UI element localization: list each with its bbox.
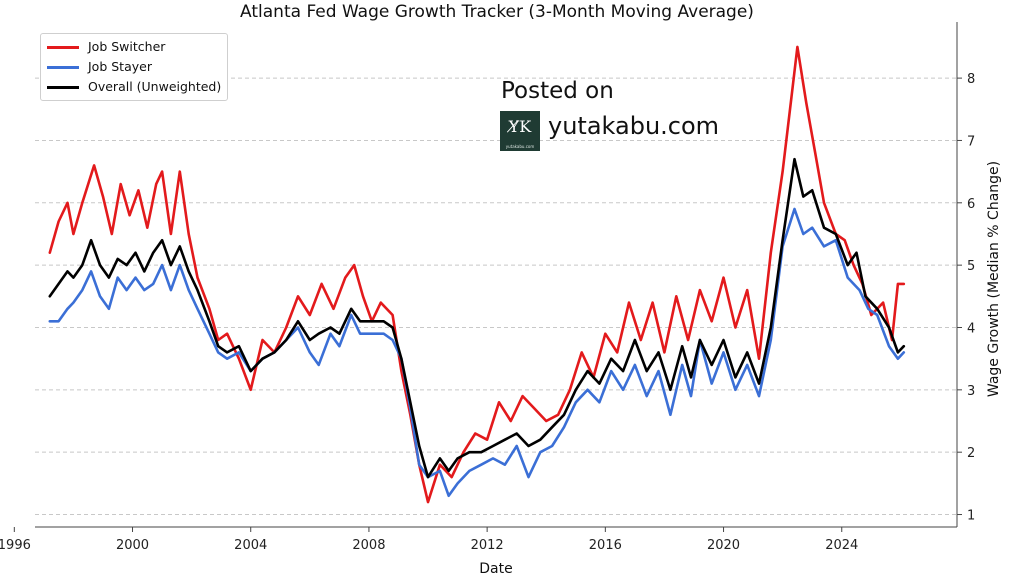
legend-label-overall: Overall (Unweighted): [88, 79, 222, 94]
chart-title: Atlanta Fed Wage Growth Tracker (3-Month…: [240, 2, 754, 22]
legend-swatch-job-stayer: [47, 66, 79, 69]
x-tick-label: 2024: [825, 538, 858, 553]
y-tick-label: 3: [967, 384, 975, 399]
x-tick-label: 1996: [0, 538, 31, 553]
x-tick-label: 2020: [707, 538, 740, 553]
y-tick-label: 7: [967, 134, 975, 149]
series-line-job-stayer: [48, 207, 906, 498]
x-tick-label: 2012: [471, 538, 504, 553]
y-tick-label: 4: [967, 321, 975, 336]
legend-swatch-job-switcher: [47, 46, 79, 49]
tick-labels: 1 2 3 4 5 6 7 8 1996 2000 2004 2008 2012 2016 2020 2024: [0, 72, 975, 553]
chart-legend: Job Switcher Job Stayer Overall (Unweigh…: [40, 33, 228, 101]
site-logo-mark: Y̸K: [508, 117, 532, 136]
legend-label-job-stayer: Job Stayer: [88, 59, 152, 74]
y-tick-label: 6: [967, 197, 975, 212]
x-axis-title: Date: [479, 561, 512, 577]
y-tick-label: 2: [967, 446, 975, 461]
series-line-job-switcher: [48, 45, 906, 504]
axes: [13, 22, 962, 532]
series-lines: [48, 45, 906, 504]
y-axis-title: Wage Growth (Median % Change): [986, 161, 1002, 397]
legend-swatch-overall: [47, 86, 79, 89]
site-logo: Y̸K yutakabu.com: [500, 111, 540, 151]
watermark-posted-on: Posted on: [501, 78, 614, 104]
y-tick-label: 5: [967, 259, 975, 274]
legend-label-job-switcher: Job Switcher: [88, 39, 166, 54]
grid-lines: [35, 77, 957, 516]
x-tick-label: 2016: [589, 538, 622, 553]
x-tick-label: 2008: [352, 538, 385, 553]
x-tick-label: 2004: [234, 538, 267, 553]
site-logo-caption: yutakabu.com: [505, 144, 535, 149]
series-line-overall-unweighted: [48, 157, 906, 479]
y-tick-label: 8: [967, 72, 975, 87]
y-tick-label: 1: [967, 509, 975, 524]
x-tick-label: 2000: [116, 538, 149, 553]
watermark-site-url[interactable]: yutakabu.com: [548, 112, 720, 140]
